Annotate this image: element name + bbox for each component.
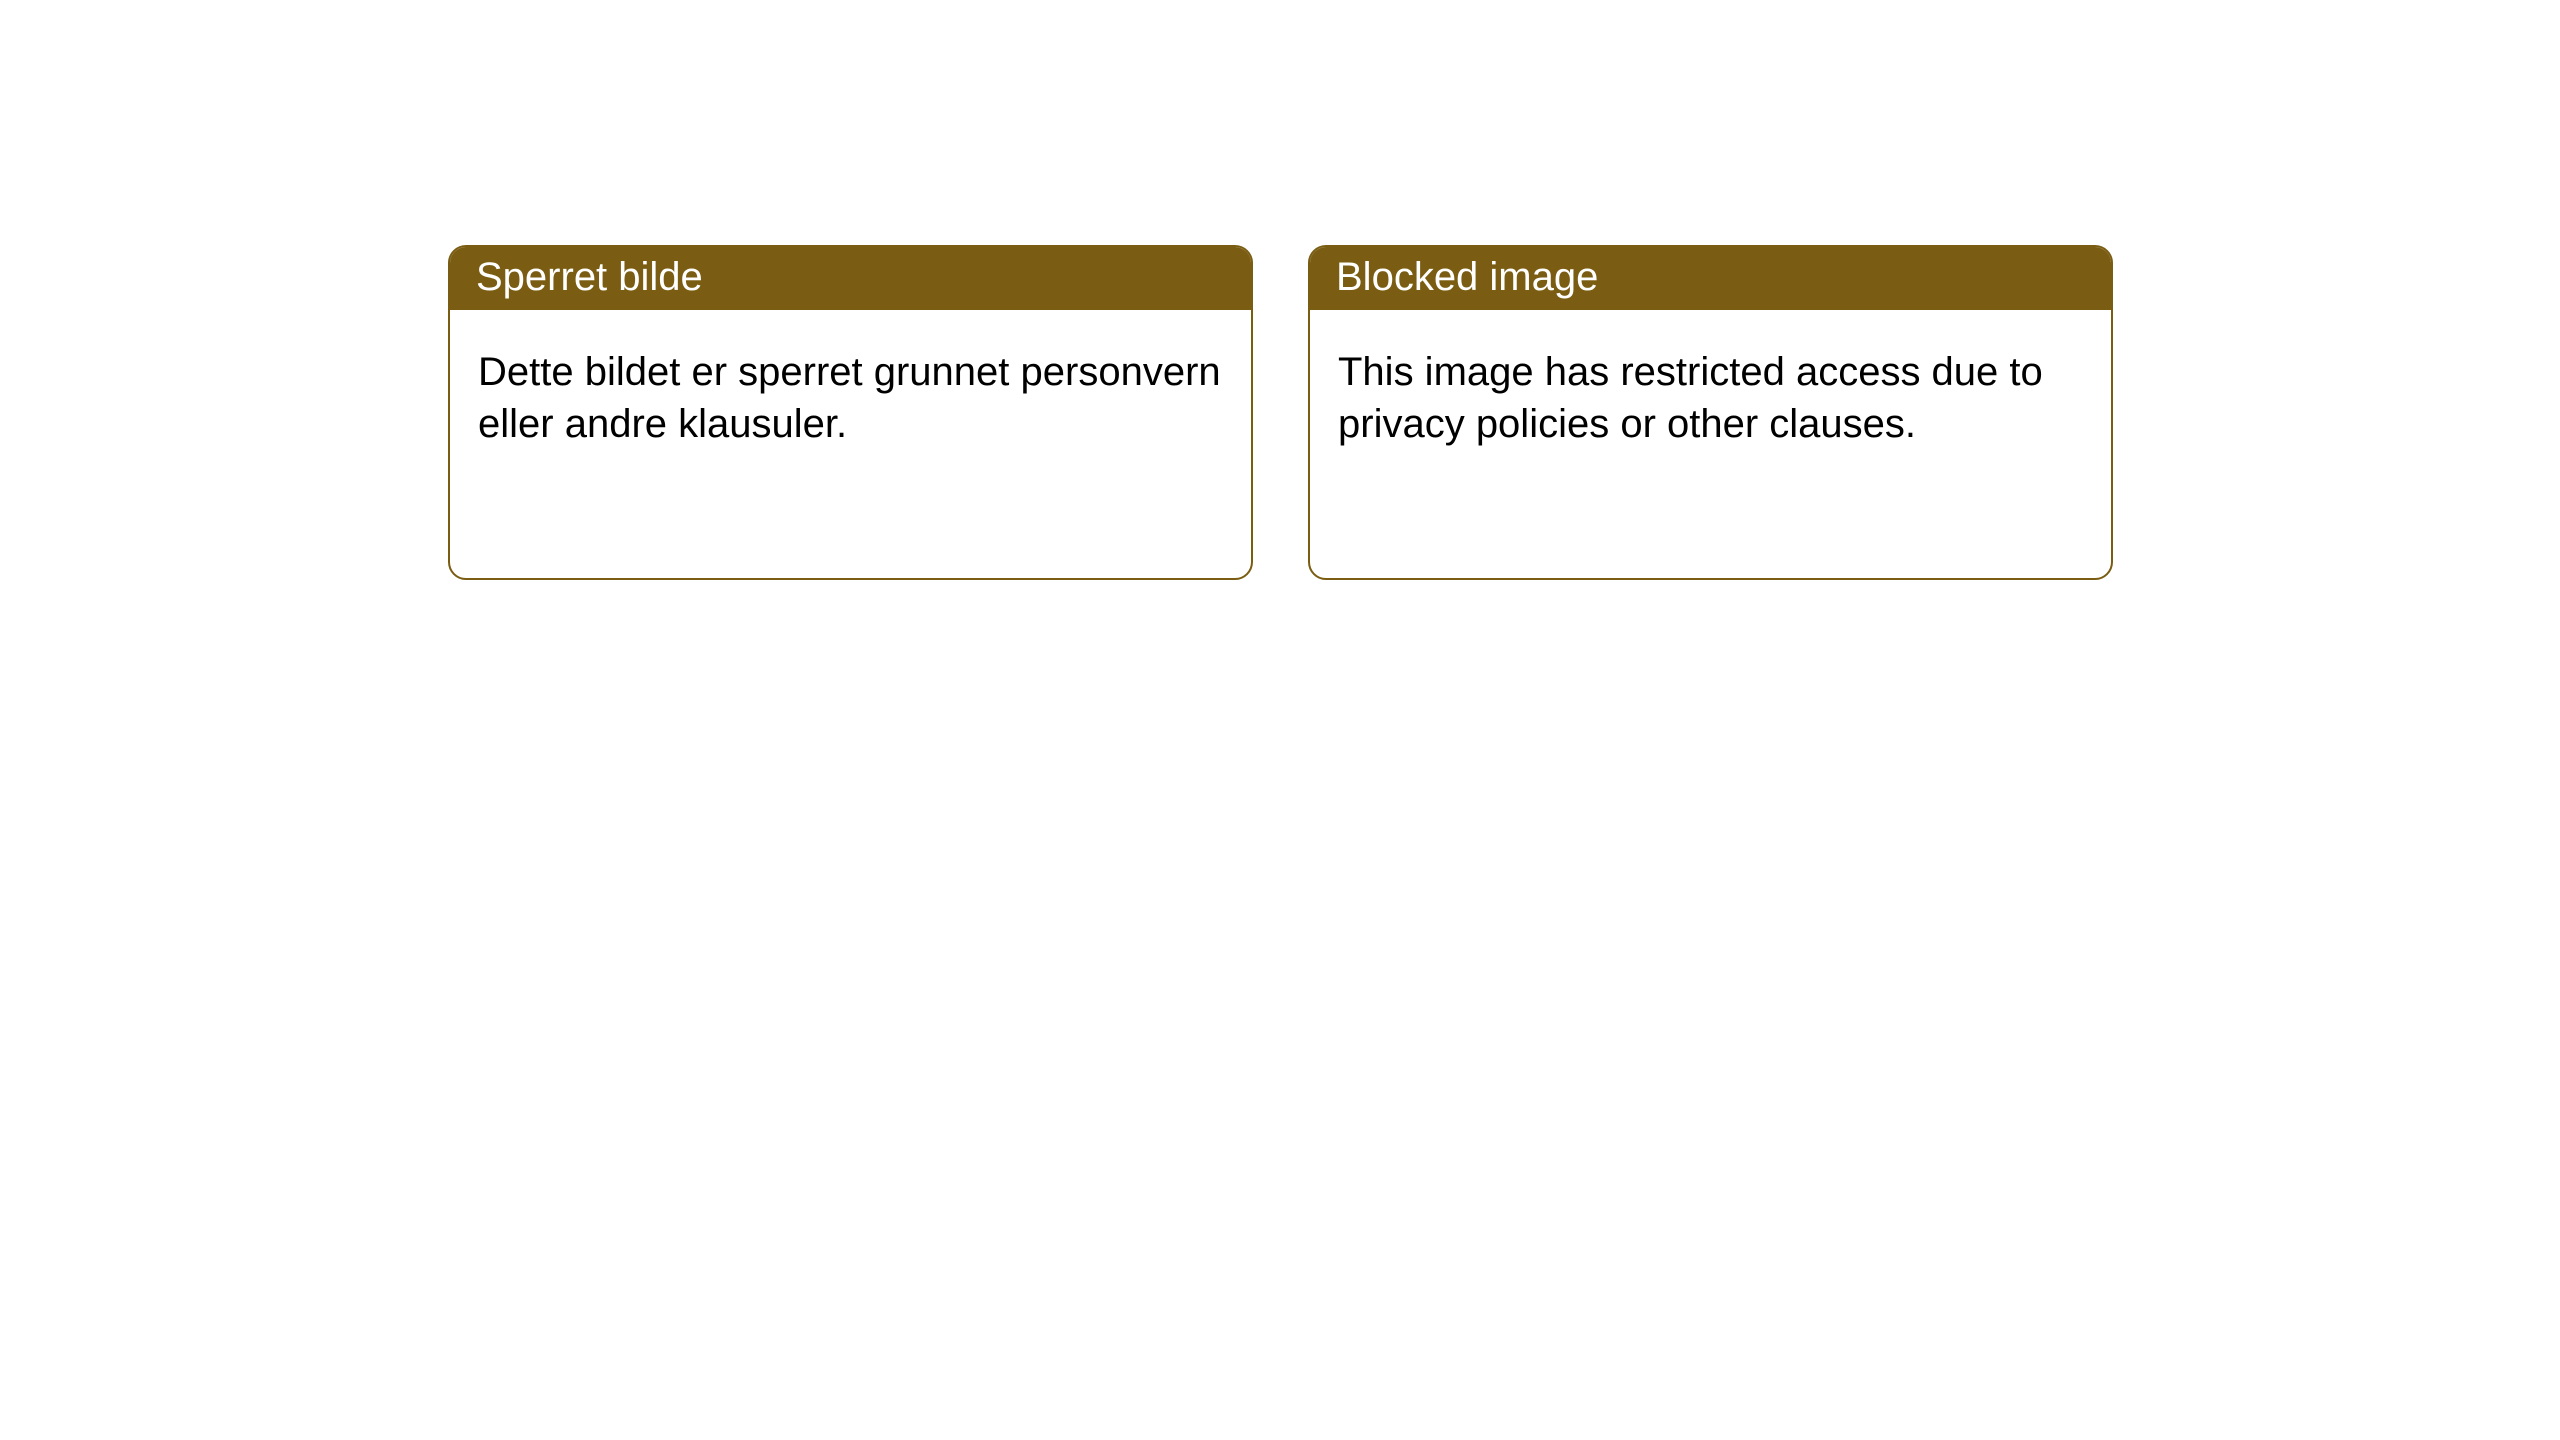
card-header: Blocked image bbox=[1310, 247, 2111, 310]
card-body: Dette bildet er sperret grunnet personve… bbox=[450, 310, 1251, 478]
notice-card-english: Blocked image This image has restricted … bbox=[1308, 245, 2113, 580]
card-header: Sperret bilde bbox=[450, 247, 1251, 310]
card-body: This image has restricted access due to … bbox=[1310, 310, 2111, 478]
notice-container: Sperret bilde Dette bildet er sperret gr… bbox=[448, 245, 2113, 580]
notice-card-norwegian: Sperret bilde Dette bildet er sperret gr… bbox=[448, 245, 1253, 580]
